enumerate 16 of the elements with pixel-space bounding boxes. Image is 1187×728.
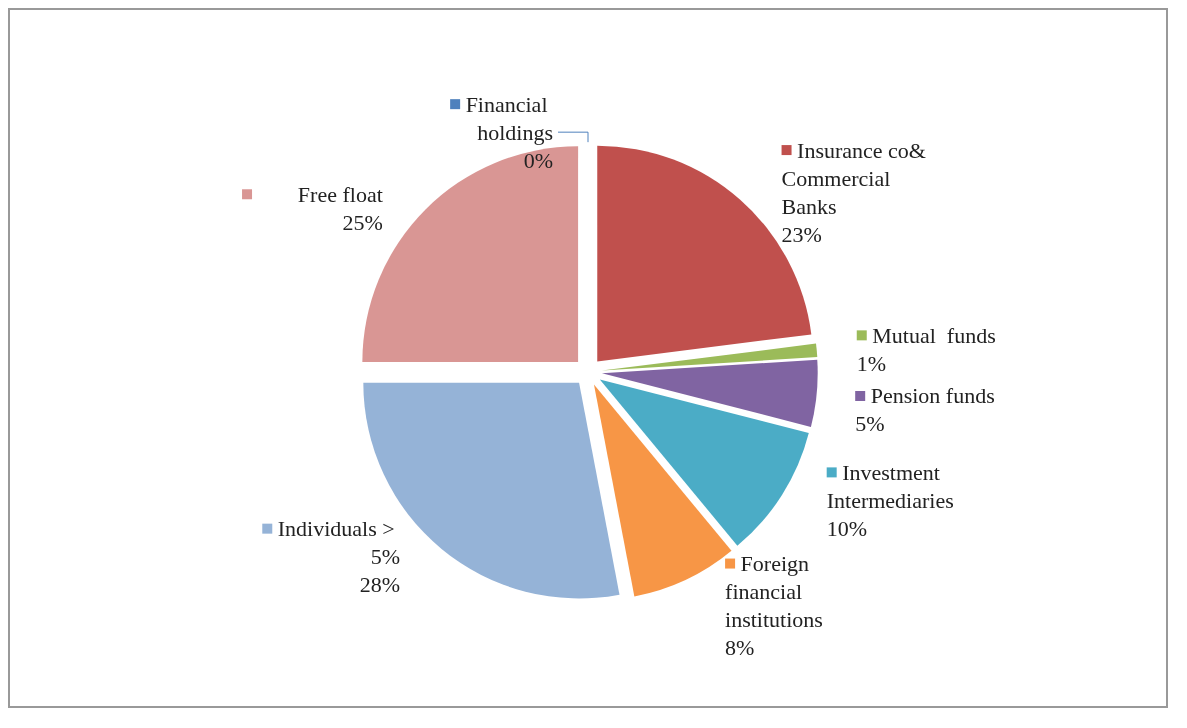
data-label: 10% <box>826 515 868 541</box>
data-label: 8% <box>725 635 755 661</box>
data-label: 1% <box>856 350 887 376</box>
legend-label: Financial holdings <box>460 91 553 145</box>
data-label: 28% <box>359 572 401 598</box>
legend-label: Mutual funds <box>866 322 996 348</box>
data-label: 23% <box>781 221 822 247</box>
legend-label: Individuals > 5% <box>272 516 401 570</box>
legend-label: Investment Intermediaries <box>826 459 954 513</box>
legend-label: Insurance co& Commercial Banks <box>781 137 932 219</box>
data-label: 25% <box>342 209 383 235</box>
text: 0% <box>523 147 553 173</box>
legend-label: Foreign financial institutions <box>725 551 823 633</box>
legend-label: Pension funds <box>865 383 995 409</box>
legend-label: Free float <box>292 181 383 207</box>
data-label: 5% <box>855 411 885 437</box>
